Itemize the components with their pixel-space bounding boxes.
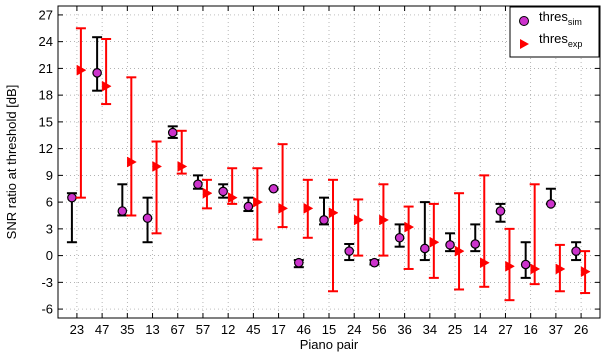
legend-label-sim-main: thres	[539, 9, 568, 24]
marker-exp	[353, 214, 364, 226]
marker-exp	[480, 257, 490, 269]
marker-exp	[278, 202, 289, 214]
x-tick-label: 25	[448, 322, 462, 337]
legend-box	[509, 6, 600, 58]
x-tick-label: 13	[145, 322, 159, 337]
marker-sim	[243, 201, 254, 212]
marker-exp	[253, 196, 263, 208]
marker-exp	[202, 187, 213, 199]
marker-sim	[92, 68, 102, 78]
x-tick-label: 57	[196, 322, 210, 337]
marker-exp	[429, 236, 440, 248]
series-sim	[66, 36, 582, 279]
x-tick-label: 46	[297, 322, 311, 337]
marker-exp	[454, 245, 465, 257]
legend-label-sim: thressim	[539, 9, 582, 27]
y-tick-label: 9	[46, 168, 53, 183]
marker-sim	[520, 259, 531, 270]
x-tick-label: 56	[372, 322, 386, 337]
legend-label-sim-sub: sim	[568, 17, 582, 27]
x-tick-label: 47	[95, 322, 109, 337]
marker-sim	[67, 192, 77, 203]
x-tick-label: 24	[347, 322, 361, 337]
x-tick-label: 36	[397, 322, 411, 337]
marker-sim	[420, 243, 430, 254]
x-tick-label: 67	[171, 322, 185, 337]
x-tick-label: 15	[322, 322, 336, 337]
x-tick-label: 27	[498, 322, 512, 337]
x-axis-ticks: 23 47 35 13 67 57 12 45 17 46 15 24 56 36 34 25 14 27 16 37…	[70, 6, 588, 337]
x-tick-label: 23	[70, 322, 84, 337]
grid-lines	[58, 6, 600, 318]
marker-sim	[117, 206, 128, 216]
marker-exp	[177, 161, 188, 172]
marker-exp	[152, 161, 163, 172]
y-tick-label: -6	[41, 302, 53, 317]
x-tick-label: 37	[549, 322, 563, 337]
marker-sim	[167, 127, 178, 138]
y-tick-label: 3	[46, 221, 53, 236]
marker-sim	[142, 213, 153, 223]
marker-sim	[470, 239, 481, 249]
marker-exp	[127, 156, 137, 168]
marker-exp	[303, 202, 314, 214]
y-tick-label: 6	[46, 195, 53, 210]
marker-sim	[293, 257, 304, 268]
legend-label-exp-sub: exp	[568, 39, 583, 49]
x-axis-label: Piano pair	[300, 337, 359, 352]
marker-sim	[369, 257, 380, 268]
marker-sim	[319, 215, 329, 225]
y-axis-ticks: -6 -3 0 3 6 9 12 15 18 21 24 27	[39, 7, 600, 317]
marker-sim	[268, 183, 279, 194]
legend-marker-sim	[519, 16, 529, 26]
marker-exp	[404, 221, 415, 233]
x-tick-label: 12	[221, 322, 235, 337]
legend-marker-exp	[520, 39, 529, 49]
plot-area-frame	[57, 5, 601, 319]
marker-sim	[546, 199, 556, 209]
marker-exp	[227, 192, 238, 204]
marker-exp	[101, 80, 112, 92]
x-tick-label: 16	[523, 322, 537, 337]
y-tick-label: -3	[41, 275, 53, 290]
x-tick-label: 34	[423, 322, 437, 337]
y-axis-label: SNR ratio at threshold [dB]	[4, 85, 19, 240]
x-tick-label: 14	[473, 322, 487, 337]
marker-sim	[344, 246, 355, 256]
x-tick-label: 17	[271, 322, 285, 337]
y-tick-label: 18	[39, 88, 53, 103]
x-tick-label: 26	[574, 322, 588, 337]
y-tick-label: 27	[39, 7, 53, 22]
marker-sim	[394, 232, 405, 243]
marker-exp	[530, 263, 541, 275]
y-tick-label: 24	[39, 34, 53, 49]
marker-sim	[445, 240, 455, 250]
marker-exp	[76, 64, 87, 76]
legend-label-exp: thresexp	[539, 31, 582, 49]
marker-sim	[193, 179, 203, 190]
marker-sim	[495, 206, 506, 216]
y-tick-label: 0	[46, 248, 53, 263]
marker-exp	[379, 214, 389, 226]
x-tick-label: 35	[120, 322, 134, 337]
legend-label-exp-main: thres	[539, 31, 568, 46]
y-tick-label: 15	[39, 114, 53, 129]
marker-exp	[328, 207, 339, 219]
legend: thressim thresexp	[509, 6, 600, 58]
series-exp	[75, 27, 591, 302]
y-tick-label: 21	[39, 61, 53, 76]
marker-exp	[580, 266, 591, 278]
marker-exp	[555, 263, 566, 275]
marker-sim	[571, 246, 581, 256]
marker-sim	[218, 186, 228, 197]
marker-exp	[505, 260, 515, 272]
x-tick-label: 45	[246, 322, 260, 337]
y-tick-label: 12	[39, 141, 53, 156]
data-series	[66, 27, 591, 302]
